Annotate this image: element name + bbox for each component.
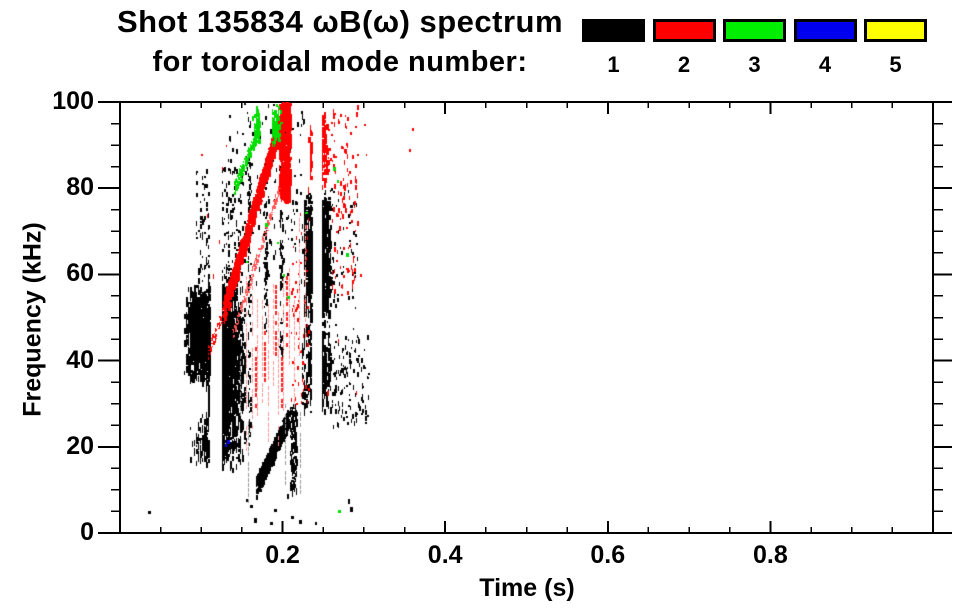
legend-swatch-2 [652,19,716,42]
legend-label-2: 2 [677,52,691,77]
y-tick-label: 20 [66,431,94,460]
y-tick-label: 40 [66,345,94,374]
chart-title-line2: for toroidal mode number: [152,46,528,78]
legend-label-1: 1 [607,52,620,77]
y-tick-label: 60 [66,259,94,288]
y-tick-label: 0 [80,518,94,546]
x-tick-label: 0.6 [590,541,626,569]
legend-label-4: 4 [818,52,832,77]
x-axis-title: Time (s) [479,574,575,602]
legend-label-3: 3 [748,52,761,77]
y-tick-label: 100 [52,87,94,115]
chart-title: Shot 135834 ωB(ω) spectrum for toroidal … [95,2,585,82]
legend: 1 2 3 4 5 [0,0,963,90]
legend-swatch-3 [723,19,786,42]
spectrogram-canvas [120,102,933,533]
x-tick-label: 0.2 [265,541,300,569]
y-axis-title: Frequency (kHz) [18,222,47,417]
legend-swatch-1 [582,19,645,42]
legend-label-5: 5 [889,52,902,77]
chart-title-line1: Shot 135834 ωB(ω) spectrum [116,4,564,39]
x-tick-label: 0.4 [427,541,463,569]
y-tick-label: 80 [66,173,94,202]
legend-swatch-5 [864,19,927,42]
legend-swatch-4 [793,19,857,42]
x-tick-label: 0.8 [753,541,788,569]
